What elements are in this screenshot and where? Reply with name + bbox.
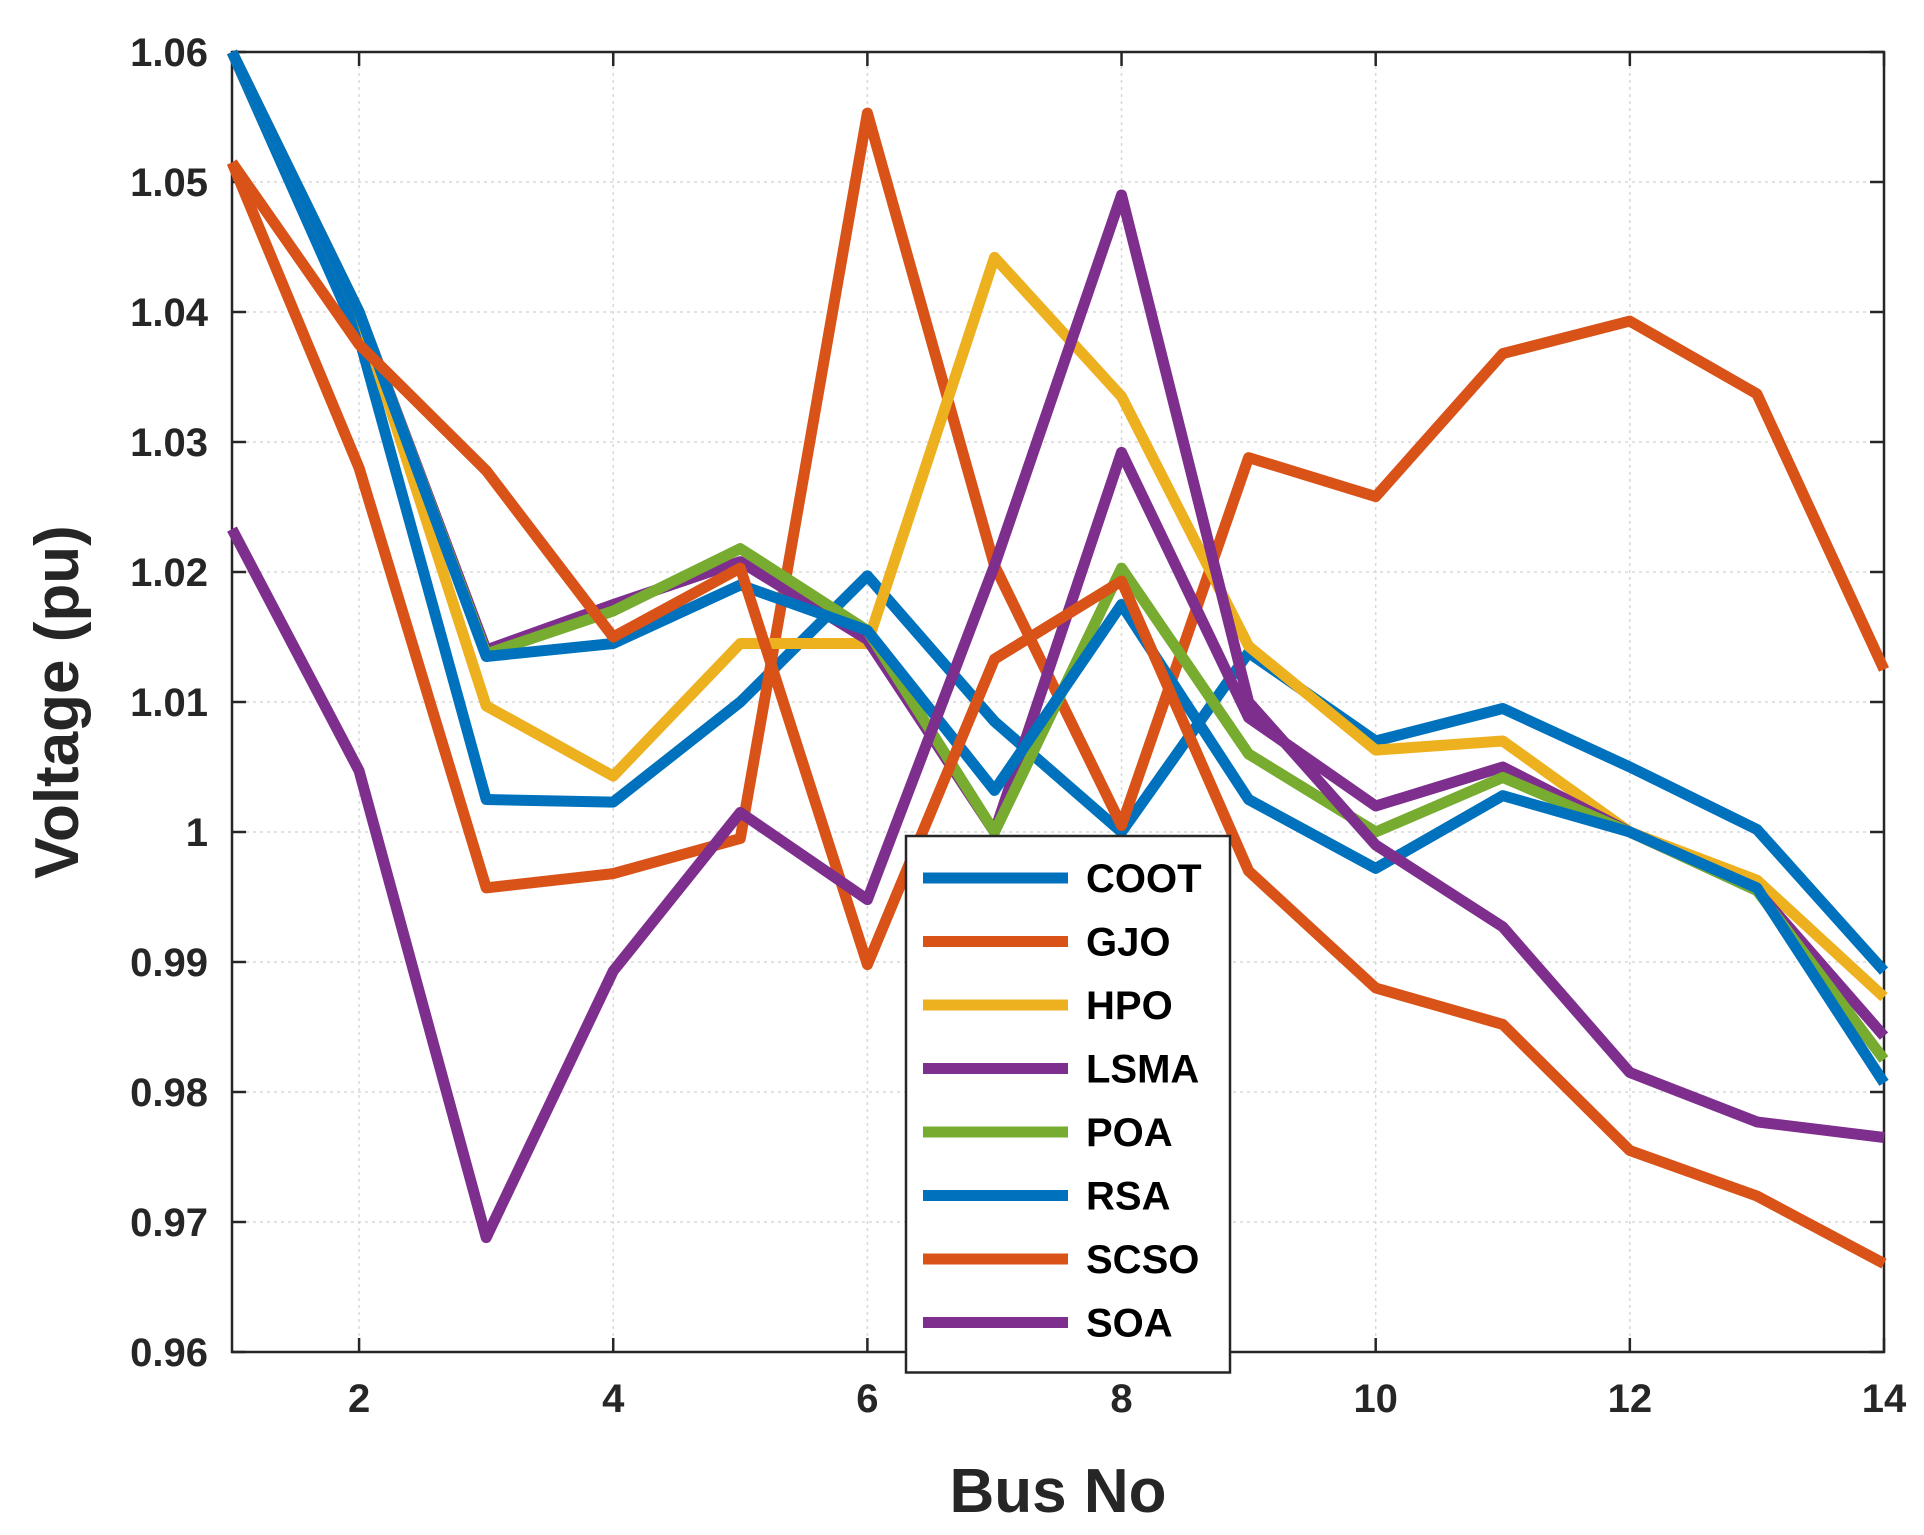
y-tick-label: 1.06 (130, 31, 208, 75)
y-tick-label: 1.01 (130, 681, 208, 725)
series-line-rsa (227, 49, 1889, 1086)
legend-label-poa: POA (1086, 1111, 1173, 1155)
x-tick-label: 14 (1862, 1377, 1907, 1421)
y-tick-label: 1 (186, 811, 208, 855)
legend-label-scso: SCSO (1086, 1238, 1199, 1282)
legend-label-gjo: GJO (1086, 921, 1170, 965)
axis-ticks: 2 4 6 8 10 12 14 0.96 0.97 0.98 0.99 1 1.01 1.02 1.03 1… (130, 31, 1907, 1421)
x-tick-label: 4 (602, 1377, 625, 1421)
y-tick-label: 1.05 (130, 161, 208, 205)
legend-box (904, 834, 1232, 1374)
x-tick-label: 12 (1608, 1377, 1653, 1421)
y-tick-label: 0.97 (130, 1201, 208, 1245)
y-tick-label: 0.98 (130, 1071, 208, 1115)
y-tick-label: 1.02 (130, 551, 208, 595)
legend-label-rsa: RSA (1086, 1175, 1170, 1219)
series-line-scso (227, 159, 1887, 1269)
y-tick-label: 1.03 (130, 421, 208, 465)
x-tick-label: 6 (856, 1377, 878, 1421)
legend: COOT GJO HPO LSMA POA RSA SCSO SOA (904, 834, 1232, 1374)
legend-label-lsma: LSMA (1086, 1048, 1199, 1092)
legend-label-hpo: HPO (1086, 984, 1173, 1028)
legend-label-coot: COOT (1086, 857, 1202, 901)
series-lines (226, 49, 1889, 1269)
series-line-soa (227, 189, 1885, 1244)
x-tick-label: 10 (1353, 1377, 1398, 1421)
y-axis-label: Voltage (pu) (23, 525, 92, 879)
legend-label-soa: SOA (1086, 1302, 1173, 1346)
y-tick-label: 0.99 (130, 941, 208, 985)
x-tick-label: 8 (1110, 1377, 1132, 1421)
y-tick-label: 0.96 (130, 1331, 208, 1375)
x-tick-label: 2 (348, 1377, 370, 1421)
y-tick-label: 1.04 (130, 291, 209, 335)
series-line-coot (226, 49, 1889, 975)
x-axis-label: Bus No (950, 1457, 1167, 1526)
